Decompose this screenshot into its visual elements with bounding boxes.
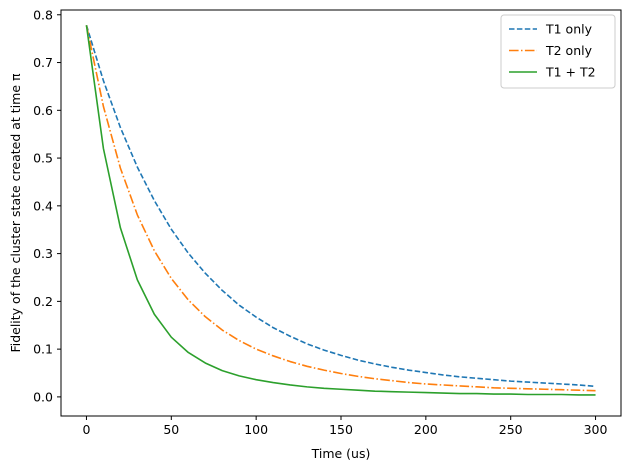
y-axis: 0.0 0.1 0.2 0.3 0.4 0.5 0.6 0.7 0.8 [33,7,61,404]
y-tick-label: 0.3 [33,246,53,261]
y-axis-label: Fidelity of the cluster state created at… [8,73,23,353]
y-tick-label: 0.7 [33,55,53,70]
x-tick-label: 300 [584,422,608,437]
y-tick-label: 0.2 [33,294,53,309]
y-tick-label: 0.0 [33,389,53,404]
legend: T1 only T2 only T1 + T2 [500,14,616,89]
legend-label: T1 only [545,22,593,37]
x-tick-label: 150 [329,422,353,437]
x-tick-label: 100 [244,422,268,437]
series-line [85,25,596,396]
y-tick-label: 0.5 [33,151,53,166]
y-tick-label: 0.8 [33,7,53,22]
x-tick-label: 200 [414,422,438,437]
x-axis: 0 50 100 150 200 250 300 [82,416,608,437]
x-tick-label: 250 [499,422,523,437]
x-tick-label: 50 [163,422,179,437]
x-tick-label: 0 [82,422,90,437]
series-lines [85,25,596,396]
series-line [85,25,596,392]
y-tick-label: 0.6 [33,103,53,118]
legend-label: T2 only [545,43,593,58]
legend-box [500,14,616,89]
x-axis-label: Time (us) [311,446,371,461]
legend-label: T1 + T2 [545,65,596,80]
y-tick-label: 0.4 [33,198,53,213]
y-tick-label: 0.1 [33,342,53,357]
series-line [85,25,596,388]
